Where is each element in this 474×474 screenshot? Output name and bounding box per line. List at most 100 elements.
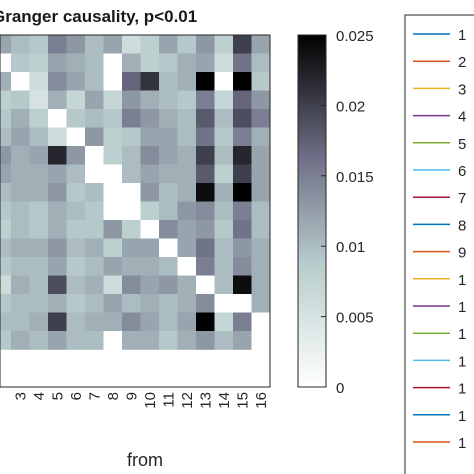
x-tick-label: 6 (68, 392, 85, 400)
heatmap-cell (214, 127, 234, 147)
heatmap-cell (122, 201, 141, 221)
heatmap-cell (66, 312, 86, 332)
heatmap-cell (0, 109, 12, 128)
chart-title: Granger causality, p<0.01 (0, 7, 197, 26)
heatmap-cell (48, 53, 67, 73)
heatmap-cell (11, 331, 30, 350)
heatmap-cell (177, 72, 197, 91)
heatmap-cell (214, 312, 234, 332)
heatmap-cell (214, 294, 234, 313)
heatmap-cell (122, 72, 141, 91)
heatmap-cell (177, 275, 197, 295)
heatmap-cell (233, 109, 252, 128)
heatmap-cell (214, 238, 234, 258)
heatmap-cell (85, 146, 104, 165)
heatmap-cell (196, 294, 215, 313)
heatmap-cell (251, 109, 271, 128)
heatmap-cell (11, 35, 30, 54)
heatmap-cell (29, 257, 49, 276)
heatmap-cell (85, 220, 104, 239)
heatmap-cell (66, 72, 86, 91)
heatmap-cell (233, 220, 252, 239)
heatmap-cell (48, 183, 67, 202)
heatmap-cell (29, 201, 49, 221)
legend-label: 3 (458, 81, 466, 98)
heatmap-cell (233, 294, 252, 313)
legend-label: 1 (458, 408, 466, 425)
heatmap-cell (11, 127, 30, 147)
heatmap-cell (0, 257, 12, 276)
heatmap-cell (159, 164, 178, 184)
heatmap-cell (122, 146, 141, 165)
heatmap-cell (0, 53, 12, 73)
heatmap-cell (233, 331, 252, 350)
heatmap-cell (233, 275, 252, 295)
heatmap-cell (0, 183, 12, 202)
heatmap-cell (196, 238, 215, 258)
heatmap-cell (196, 146, 215, 165)
heatmap-cell (159, 294, 178, 313)
heatmap-cell (48, 164, 67, 184)
heatmap-cell (48, 72, 67, 91)
x-tick-label: 13 (197, 392, 214, 409)
heatmap-cell (196, 72, 215, 91)
heatmap-cell (140, 183, 160, 202)
heatmap-cell (159, 35, 178, 54)
heatmap-cell (140, 201, 160, 221)
heatmap-cell (29, 183, 49, 202)
heatmap-cell (48, 90, 67, 110)
legend-label: 9 (458, 245, 466, 262)
colorbar-tick-label: 0 (336, 380, 344, 397)
heatmap-cell (159, 109, 178, 128)
heatmap-cell (48, 275, 67, 295)
heatmap-cell (66, 109, 86, 128)
heatmap-cell (122, 238, 141, 258)
heatmap-cell (233, 183, 252, 202)
heatmap-cell (233, 164, 252, 184)
legend-box (404, 14, 474, 474)
legend-label: 1 (458, 299, 466, 316)
heatmap-cell (251, 201, 271, 221)
heatmap-cell (214, 146, 234, 165)
heatmap-cell (233, 146, 252, 165)
heatmap-cell (29, 72, 49, 91)
heatmap-cell (177, 220, 197, 239)
heatmap-cell (196, 275, 215, 295)
heatmap-cell (122, 164, 141, 184)
axes-frame (0, 34, 271, 388)
heatmap-cell (177, 53, 197, 73)
heatmap-cell (196, 331, 215, 350)
heatmap-cell (159, 275, 178, 295)
heatmap-cell (177, 164, 197, 184)
heatmap-cell (140, 164, 160, 184)
heatmap-cell (159, 201, 178, 221)
heatmap-cell (103, 72, 123, 91)
heatmap-cell (122, 312, 141, 332)
heatmap-cell (0, 201, 12, 221)
heatmap-cell (251, 312, 271, 332)
heatmap-cell (0, 90, 12, 110)
x-tick-label: 9 (123, 392, 140, 400)
heatmap-cell (214, 109, 234, 128)
heatmap-cell (103, 220, 123, 239)
heatmap-cell (122, 183, 141, 202)
heatmap-cell (140, 312, 160, 332)
heatmap-cell (0, 294, 12, 313)
heatmap-cell (66, 164, 86, 184)
heatmap-cell (66, 201, 86, 221)
legend-label: 6 (458, 163, 466, 180)
heatmap-cell (29, 35, 49, 54)
heatmap-cell (251, 164, 271, 184)
heatmap-cell (122, 53, 141, 73)
heatmap-cell (251, 275, 271, 295)
legend-label: 1 (458, 272, 466, 289)
heatmap-cell (29, 127, 49, 147)
heatmap-cell (103, 164, 123, 184)
heatmap-cell (251, 183, 271, 202)
heatmap-cell (159, 90, 178, 110)
heatmap-cell (177, 312, 197, 332)
x-tick-label: 10 (142, 392, 159, 409)
heatmap-cell (251, 127, 271, 147)
heatmap-cell (177, 127, 197, 147)
heatmap-cell (66, 220, 86, 239)
